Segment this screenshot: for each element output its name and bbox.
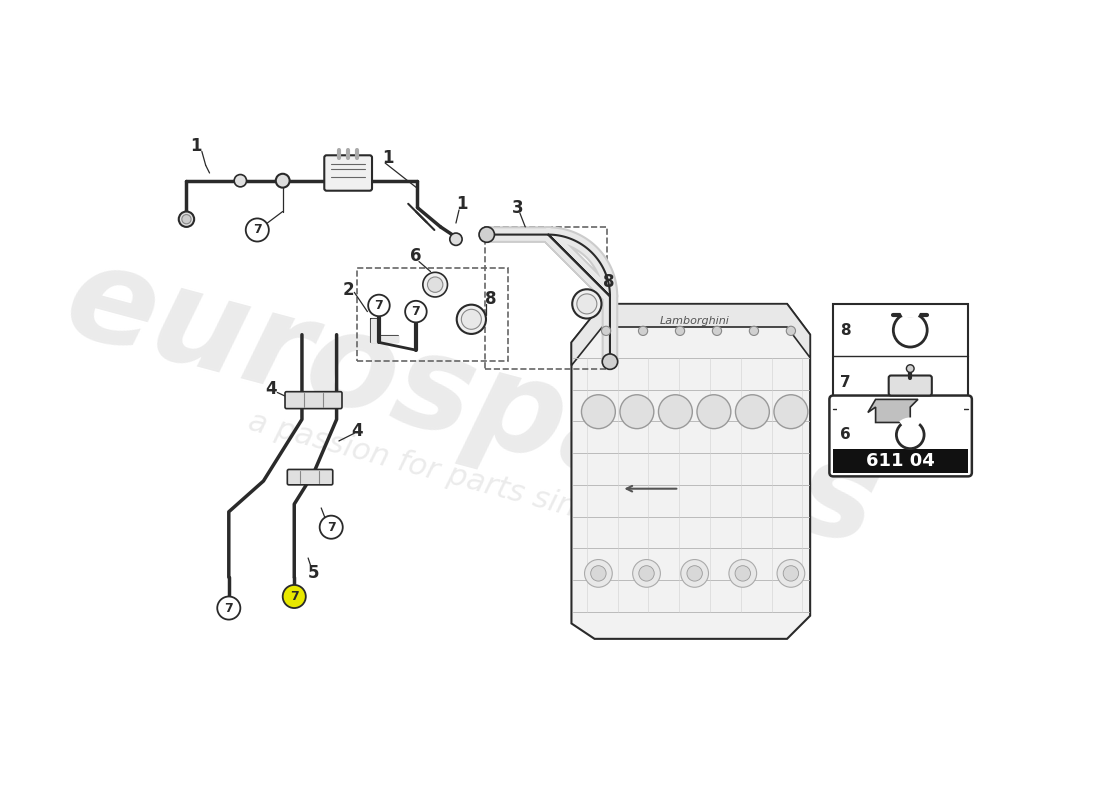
Circle shape xyxy=(182,214,191,224)
Text: 8: 8 xyxy=(603,274,614,291)
Circle shape xyxy=(450,233,462,246)
Circle shape xyxy=(774,394,807,429)
FancyBboxPatch shape xyxy=(285,392,342,409)
Text: 1: 1 xyxy=(190,137,201,155)
FancyBboxPatch shape xyxy=(287,470,332,485)
Circle shape xyxy=(480,227,495,242)
Text: 6: 6 xyxy=(410,247,421,265)
Circle shape xyxy=(638,326,648,335)
Circle shape xyxy=(276,174,289,188)
Circle shape xyxy=(218,597,241,619)
Circle shape xyxy=(639,566,654,581)
Polygon shape xyxy=(372,319,398,342)
FancyBboxPatch shape xyxy=(829,395,972,476)
Circle shape xyxy=(603,354,618,370)
Circle shape xyxy=(697,394,730,429)
Circle shape xyxy=(422,272,448,297)
Text: 611 04: 611 04 xyxy=(867,452,935,470)
Text: 7: 7 xyxy=(327,521,336,534)
Circle shape xyxy=(456,305,486,334)
Text: 4: 4 xyxy=(352,422,363,440)
Circle shape xyxy=(906,365,914,373)
Text: 6: 6 xyxy=(840,427,851,442)
Bar xyxy=(834,450,968,473)
Bar xyxy=(837,403,964,448)
Text: 7: 7 xyxy=(290,590,298,603)
Circle shape xyxy=(368,294,389,316)
Text: Lamborghini: Lamborghini xyxy=(660,316,729,326)
Bar xyxy=(485,227,607,370)
Text: 2: 2 xyxy=(342,281,354,299)
Circle shape xyxy=(178,211,194,227)
Text: 1: 1 xyxy=(456,195,468,213)
Circle shape xyxy=(283,585,306,608)
Text: 5: 5 xyxy=(308,565,319,582)
Circle shape xyxy=(893,313,927,347)
Circle shape xyxy=(786,326,795,335)
Text: eurospares: eurospares xyxy=(52,234,891,574)
Text: a passion for parts since 1985: a passion for parts since 1985 xyxy=(245,407,697,554)
Bar xyxy=(834,304,968,461)
Circle shape xyxy=(461,310,482,330)
Text: 7: 7 xyxy=(411,305,420,318)
Circle shape xyxy=(582,394,615,429)
Circle shape xyxy=(576,294,597,314)
Circle shape xyxy=(620,394,653,429)
Circle shape xyxy=(749,326,759,335)
Text: 7: 7 xyxy=(840,375,851,390)
Circle shape xyxy=(659,394,692,429)
Circle shape xyxy=(896,421,924,449)
Polygon shape xyxy=(572,304,810,639)
Text: 3: 3 xyxy=(512,198,524,217)
Bar xyxy=(358,269,507,361)
Circle shape xyxy=(713,326,722,335)
Circle shape xyxy=(405,301,427,322)
Circle shape xyxy=(428,277,443,292)
Circle shape xyxy=(584,559,613,587)
Circle shape xyxy=(681,559,708,587)
Text: 7: 7 xyxy=(253,223,262,237)
Text: 4: 4 xyxy=(265,379,277,398)
Circle shape xyxy=(632,559,660,587)
Circle shape xyxy=(783,566,799,581)
Text: 7: 7 xyxy=(375,299,383,312)
Circle shape xyxy=(591,566,606,581)
Circle shape xyxy=(686,566,703,581)
Circle shape xyxy=(735,566,750,581)
Circle shape xyxy=(777,559,805,587)
FancyBboxPatch shape xyxy=(324,155,372,190)
Polygon shape xyxy=(572,304,810,366)
Circle shape xyxy=(234,174,246,187)
Text: 7: 7 xyxy=(224,602,233,614)
Text: 8: 8 xyxy=(840,322,851,338)
Circle shape xyxy=(729,559,757,587)
Text: 1: 1 xyxy=(383,149,394,166)
Circle shape xyxy=(572,290,602,318)
Circle shape xyxy=(320,516,343,538)
Polygon shape xyxy=(868,399,917,422)
Circle shape xyxy=(602,326,610,335)
Circle shape xyxy=(736,394,769,429)
Text: 8: 8 xyxy=(485,290,496,307)
Circle shape xyxy=(245,218,268,242)
FancyBboxPatch shape xyxy=(889,375,932,395)
Circle shape xyxy=(675,326,684,335)
